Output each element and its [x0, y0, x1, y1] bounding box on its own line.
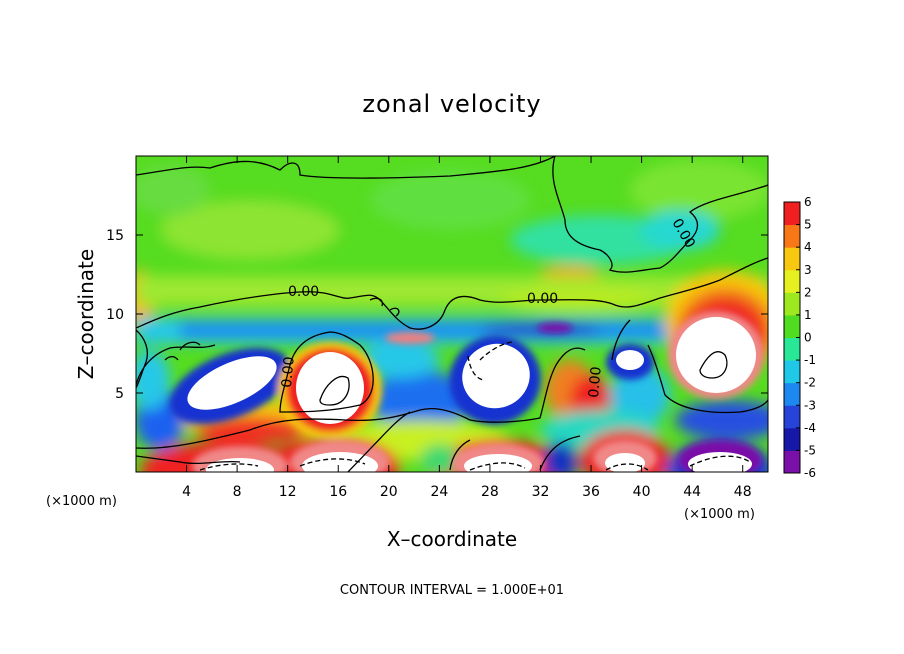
x-tick-label: 20	[380, 484, 398, 500]
colorbar-bin	[784, 224, 800, 248]
colorbar-tick-label: -6	[804, 466, 816, 480]
y-tick-label: 5	[115, 386, 124, 402]
x-tick-label: 24	[430, 484, 448, 500]
x-axis-label: X–coordinate	[387, 527, 517, 551]
x-unit-right: (×1000 m)	[684, 507, 755, 522]
heatmap-field	[136, 156, 768, 472]
contour-label: 0.00	[586, 366, 605, 398]
contour-label: 0.00	[279, 356, 298, 388]
chart-title: zonal velocity	[362, 90, 541, 118]
colorbar-tick-label: -2	[804, 376, 816, 390]
x-tick-label: 36	[582, 484, 600, 500]
colorbar-tick-label: -1	[804, 353, 816, 367]
x-tick-label: 48	[734, 484, 752, 500]
colorbar-bin	[784, 202, 800, 226]
x-tick-label: 12	[279, 484, 297, 500]
colorbar-bin	[784, 382, 800, 406]
colorbar-bin	[784, 247, 800, 271]
y-tick-label: 15	[106, 228, 124, 244]
x-tick-label: 28	[481, 484, 499, 500]
colorbar-bin	[784, 427, 800, 451]
colorbar-tick-label: 4	[804, 240, 812, 254]
colorbar-tick-label: 5	[804, 218, 812, 232]
colorbar-tick-label: -3	[804, 398, 816, 412]
x-unit-left: (×1000 m)	[46, 494, 117, 509]
colorbar-bin	[784, 450, 800, 474]
colorbar-tick-label: 2	[804, 285, 812, 299]
colorbar: 6 5 4 3 2 1 0 -1 -2 -3 -4 -5 -6	[783, 195, 816, 480]
colorbar-tick-label: 3	[804, 263, 812, 277]
x-axis: 4 8 12 16 20 24 28 32 36 40 44 48	[182, 156, 752, 500]
x-tick-label: 4	[182, 484, 191, 500]
colorbar-bin	[784, 337, 800, 361]
y-tick-label: 10	[106, 307, 124, 323]
x-tick-label: 44	[683, 484, 701, 500]
colorbar-tick-label: 0	[804, 331, 812, 345]
contour-label: 0.00	[527, 291, 558, 307]
colorbar-bin	[784, 314, 800, 338]
contour-lines	[136, 156, 768, 472]
x-tick-label: 16	[329, 484, 347, 500]
y-axis: 5 10 15	[106, 228, 768, 402]
colorbar-bin	[784, 292, 800, 316]
contour-label: 0.00	[288, 284, 319, 300]
colorbar-tick-label: -5	[804, 443, 816, 457]
x-tick-label: 32	[532, 484, 550, 500]
colorbar-bin	[784, 405, 800, 429]
colorbar-tick-label: 6	[804, 195, 812, 209]
x-tick-label: 40	[633, 484, 651, 500]
colorbar-tick-label: -4	[804, 421, 816, 435]
colorbar-tick-label: 1	[804, 308, 812, 322]
colorbar-bin	[784, 269, 800, 293]
contour-interval-note: CONTOUR INTERVAL = 1.000E+01	[340, 583, 564, 598]
colorbar-bin	[784, 360, 800, 384]
x-tick-label: 8	[233, 484, 242, 500]
y-axis-label: Z–coordinate	[74, 249, 98, 379]
